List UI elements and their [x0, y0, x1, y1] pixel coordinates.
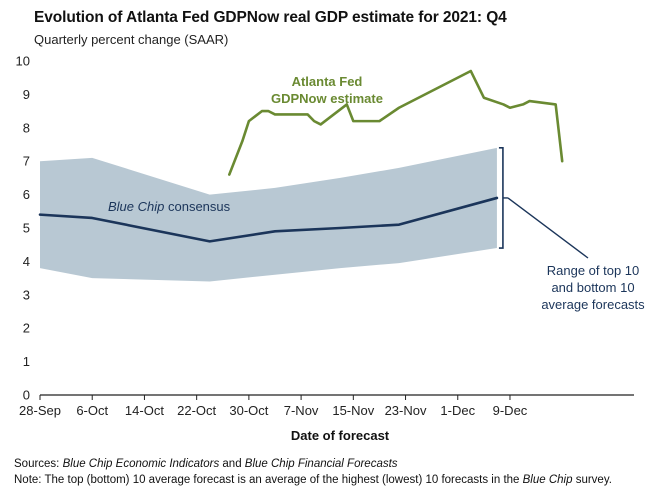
range-band-layer	[40, 147, 497, 282]
gdpnow-point	[345, 103, 348, 106]
chart-subtitle: Quarterly percent change (SAAR)	[34, 32, 229, 47]
y-tick-label: 10	[16, 54, 30, 69]
x-tick-label: 28-Sep	[19, 403, 61, 418]
sources-italic-2: Blue Chip Financial Forecasts	[244, 458, 398, 470]
gdpnow-point	[554, 103, 557, 106]
note-text-2: survey.	[572, 474, 612, 486]
gdpnow-line	[227, 69, 564, 176]
range-bracket-path	[498, 147, 504, 249]
gdpnow-point	[509, 106, 511, 109]
range-label-line2: and bottom 10	[551, 280, 634, 295]
gdpnow-point	[470, 70, 472, 72]
consensus-label: Blue Chip consensus	[108, 199, 231, 214]
consensus-label-rest: consensus	[164, 199, 230, 214]
note-label: Note:	[14, 474, 42, 486]
gdpnow-point	[528, 100, 531, 102]
consensus-label-italic: Blue Chip	[108, 199, 164, 214]
gdpnow-label-line2: GDPNow estimate	[271, 91, 383, 106]
gdpnow-point	[313, 120, 315, 122]
y-tick-label: 1	[23, 354, 30, 369]
consensus-point	[91, 217, 94, 219]
note-italic: Blue Chip	[522, 474, 573, 486]
gdpnow-point	[522, 103, 524, 106]
gdpnow-point	[248, 120, 250, 122]
range-label-line3: average forecasts	[541, 297, 645, 312]
series-layer	[38, 69, 564, 243]
x-tick-label: 6-Oct	[76, 403, 108, 418]
y-tick-label: 3	[23, 287, 30, 302]
gdpnow-point	[378, 120, 381, 122]
gdpnow-point	[274, 113, 276, 116]
consensus-point	[339, 227, 342, 229]
note-text-1: The top (bottom) 10 average forecast is …	[41, 474, 523, 486]
gdpnow-point	[502, 103, 505, 106]
note-footnote: Note: The top (bottom) 10 average foreca…	[14, 474, 612, 486]
y-tick-label: 2	[23, 321, 30, 336]
x-tick-label: 23-Nov	[385, 403, 427, 418]
gdpnow-point	[267, 110, 270, 112]
y-tick-label: 6	[23, 187, 30, 202]
x-tick-label: 9-Dec	[493, 403, 528, 418]
gdpnow-point	[398, 106, 400, 109]
gdpnow-point	[319, 123, 322, 126]
gdpnow-point	[241, 140, 244, 142]
y-tick-label: 7	[23, 154, 30, 169]
gdpnow-point	[561, 160, 563, 162]
sources-label: Sources:	[14, 458, 60, 470]
range-leader-line	[507, 197, 589, 259]
range-label-line1: Range of top 10	[547, 263, 640, 278]
consensus-point	[274, 230, 276, 233]
sources-footnote: Sources: Blue Chip Economic Indicators a…	[14, 458, 398, 470]
x-tick-label: 14-Oct	[125, 403, 164, 418]
sources-italic-1: Blue Chip Economic Indicators	[62, 458, 220, 470]
sources-and: and	[219, 458, 245, 470]
range-bracket	[498, 147, 589, 259]
gdpnow-label-line1: Atlanta Fed	[292, 74, 363, 89]
x-axis-label: Date of forecast	[291, 428, 390, 443]
gdpnow-point	[261, 110, 263, 112]
x-tick-label: 22-Oct	[177, 403, 216, 418]
gdpnow-point	[483, 96, 485, 99]
y-tick-label: 8	[23, 120, 30, 135]
consensus-point	[39, 213, 41, 216]
gdpnow-point	[352, 120, 355, 122]
x-tick-label: 15-Nov	[332, 403, 374, 418]
axes: 0 1 2 3 4 5 6 7 8 9 10 28-Sep 6-Oct 14-Oct 22-Oct 30-Oc…	[16, 54, 634, 418]
gdpnow-point	[306, 113, 309, 116]
consensus-point	[208, 240, 211, 243]
x-tick-label: 30-Oct	[229, 403, 268, 418]
y-tick-label: 9	[23, 87, 30, 102]
range-band	[40, 147, 497, 282]
gdpnow-point	[228, 173, 231, 176]
y-tick-label: 4	[23, 254, 30, 269]
gdpnow-point	[280, 113, 283, 116]
line-chart: 0 1 2 3 4 5 6 7 8 9 10 28-Sep 6-Oct 14-Oct 22-Oct 30-Oc…	[16, 54, 646, 444]
consensus-point	[496, 197, 498, 199]
y-tick-label: 5	[23, 221, 30, 236]
x-tick-label: 7-Nov	[284, 403, 319, 418]
x-tick-label: 1-Dec	[440, 403, 475, 418]
consensus-point	[398, 223, 400, 226]
y-tick-label: 0	[23, 388, 30, 403]
chart-title: Evolution of Atlanta Fed GDPNow real GDP…	[34, 9, 507, 26]
